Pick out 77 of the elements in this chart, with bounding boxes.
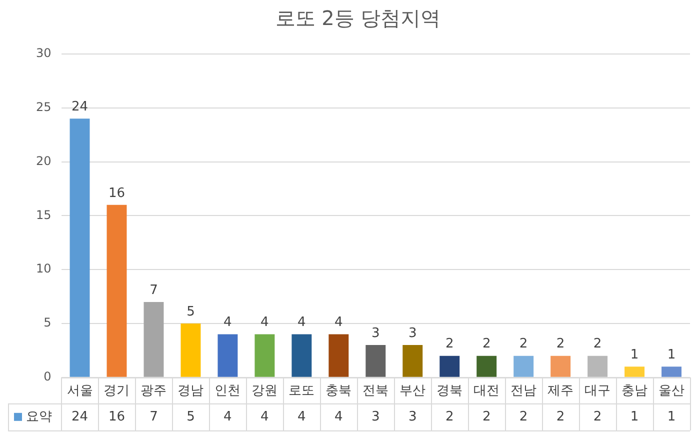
x-tick-label: 강원: [252, 384, 278, 399]
y-tick-label: 15: [36, 208, 52, 222]
annotation: 4: [298, 315, 306, 330]
y-tick-label: 5: [44, 316, 52, 330]
annotation: 4: [224, 315, 232, 330]
annotation: 7: [150, 282, 158, 298]
annotation: 2: [445, 336, 454, 352]
bar: [440, 356, 460, 377]
chart-title: 로또 2등 당첨지역: [275, 6, 441, 30]
bar: [254, 334, 275, 377]
data-label: 24: [71, 409, 88, 424]
data-label: 16: [108, 409, 126, 424]
x-tick-label: 울산: [658, 384, 685, 399]
annotation: 2: [556, 336, 565, 352]
annotation: 1: [630, 347, 639, 362]
data-label: 2: [519, 409, 528, 424]
data-label: 3: [371, 409, 380, 424]
data-label: 2: [593, 409, 602, 424]
annotation: 1: [667, 347, 676, 362]
data-label: 3: [408, 409, 417, 424]
x-tick-label: 부산: [400, 384, 426, 399]
y-tick-label: 30: [36, 46, 52, 60]
x-tick-label: 경남: [178, 384, 204, 399]
bar: [328, 334, 349, 377]
data-label: 5: [186, 409, 195, 424]
bar: [550, 356, 571, 377]
data-label: 2: [482, 409, 491, 424]
data-label: 4: [298, 409, 306, 424]
x-tick-label: 경북: [436, 384, 463, 399]
annotation: 4: [334, 315, 343, 330]
bar: [106, 204, 127, 377]
bar: [218, 334, 238, 377]
data-label: 2: [445, 409, 454, 424]
annotation: 24: [71, 100, 88, 115]
x-tick-label: 대전: [474, 384, 500, 399]
data-label: 4: [224, 409, 232, 424]
bar: [366, 345, 386, 377]
annotation: 3: [408, 326, 417, 341]
bar: [588, 356, 608, 377]
x-tick-label: 충남: [622, 384, 648, 399]
x-tick-label: 경기: [104, 384, 130, 399]
data-label: 1: [667, 409, 676, 424]
bar: [292, 334, 312, 377]
annotation: 2: [482, 336, 491, 352]
bar: [662, 366, 682, 377]
annotation: 16: [108, 186, 126, 201]
y-tick-label: 20: [36, 154, 52, 168]
data-label: 7: [150, 409, 158, 424]
y-tick-label: 25: [36, 100, 52, 114]
data-label: 4: [260, 409, 269, 424]
data-label: 4: [334, 409, 343, 424]
x-tick-label: 전남: [510, 384, 537, 399]
y-tick-label: 0: [44, 370, 52, 384]
x-tick-label: 서울: [66, 384, 93, 399]
bar: [144, 302, 164, 377]
x-tick-label: 로또: [288, 384, 315, 399]
y-tick-label: 10: [36, 262, 52, 276]
data-label: 1: [630, 409, 639, 424]
annotation: 5: [186, 304, 195, 320]
x-tick-label: 충북: [326, 384, 352, 399]
x-tick-label: 광주: [140, 384, 167, 399]
annotation: 2: [593, 336, 602, 352]
x-tick-label: 인천: [214, 384, 241, 399]
x-tick-label: 전북: [362, 384, 389, 399]
bar: [180, 324, 201, 377]
annotation: 3: [371, 326, 380, 341]
annotation: 2: [519, 336, 528, 352]
x-tick-label: 제주: [548, 384, 574, 399]
data-label: 2: [556, 409, 565, 424]
x-tick-label: 대구: [584, 384, 611, 399]
bar: [70, 118, 90, 377]
bar: [624, 366, 645, 377]
bar: [402, 345, 423, 377]
legend-label: 요약: [26, 409, 52, 424]
bar: [476, 356, 497, 377]
annotation: 4: [260, 315, 269, 330]
bar: [514, 356, 534, 377]
